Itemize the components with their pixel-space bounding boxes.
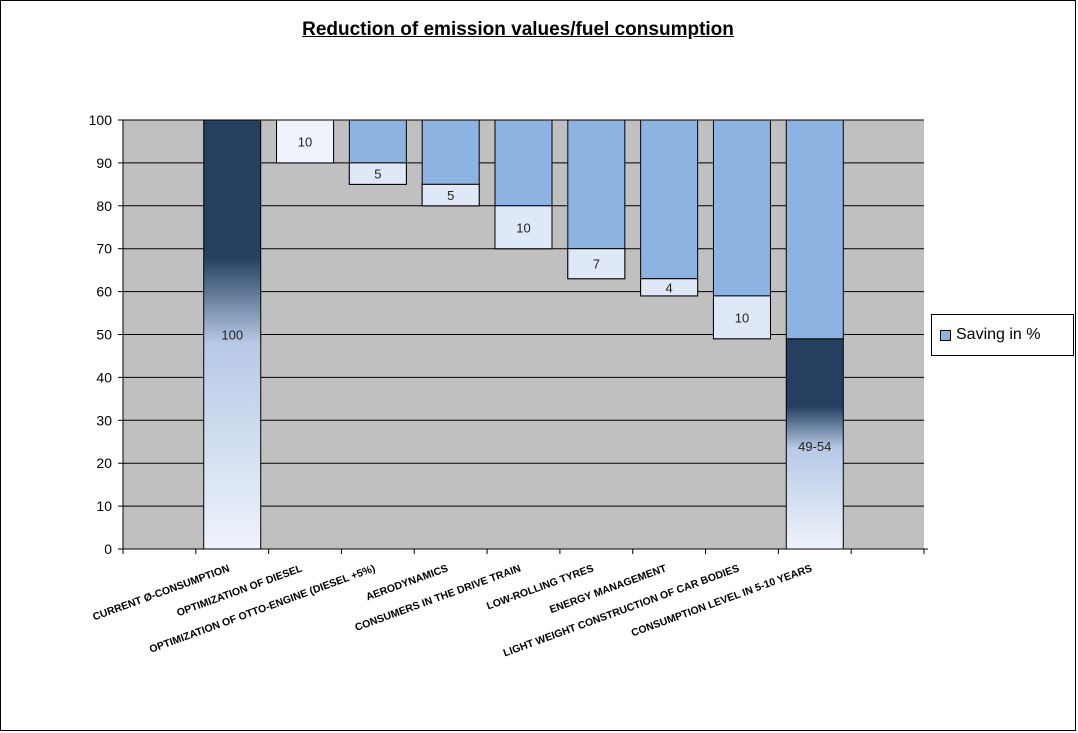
bar-remaining xyxy=(203,119,262,550)
bar-saving xyxy=(421,119,480,185)
legend-label-saving: Saving in % xyxy=(956,326,1041,343)
legend: Saving in % xyxy=(931,314,1074,356)
bar-saving xyxy=(640,119,699,280)
data-label: 49-54 xyxy=(798,439,831,454)
x-category-label: ENERGY MANAGEMENT xyxy=(548,562,669,616)
y-tick-label: 80 xyxy=(96,198,112,214)
bar-saving-step xyxy=(640,278,699,297)
bar-saving xyxy=(712,119,771,297)
y-tick-label: 70 xyxy=(96,241,112,257)
data-label: 10 xyxy=(516,220,530,235)
bar-saving-step xyxy=(421,183,480,207)
data-label: 7 xyxy=(593,257,600,272)
x-category-label: CURRENT Ø-CONSUMPTION xyxy=(91,563,231,624)
y-tick-label: 30 xyxy=(96,412,112,428)
bar-saving xyxy=(494,119,553,207)
y-tick-label: 90 xyxy=(96,155,112,171)
bar-saving xyxy=(567,119,626,250)
bar-saving-step xyxy=(712,295,771,340)
bar-remaining xyxy=(785,338,844,550)
bar-saving xyxy=(348,119,407,164)
y-tick-label: 0 xyxy=(104,541,112,557)
y-tick-label: 20 xyxy=(96,455,112,471)
bar-saving-step xyxy=(494,205,553,250)
y-tick-label: 10 xyxy=(96,498,112,514)
y-tick-label: 50 xyxy=(96,327,112,343)
y-tick-label: 60 xyxy=(96,284,112,300)
data-label: 10 xyxy=(735,310,749,325)
data-label: 4 xyxy=(666,280,673,295)
data-label: 5 xyxy=(374,167,381,182)
data-label: 10 xyxy=(298,134,312,149)
bar-saving-step xyxy=(348,162,407,185)
bar-saving-step xyxy=(567,248,626,280)
bar-saving xyxy=(785,119,844,340)
y-tick-label: 40 xyxy=(96,369,112,385)
chart-title: Reduction of emission values/fuel consum… xyxy=(302,19,734,40)
data-label: 5 xyxy=(447,188,454,203)
y-tick-label: 100 xyxy=(89,112,113,128)
data-label: 100 xyxy=(221,328,243,343)
legend-swatch-saving xyxy=(940,329,951,341)
bar-saving-step xyxy=(276,119,335,164)
